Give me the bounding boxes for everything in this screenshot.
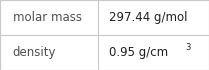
Text: density: density (13, 46, 56, 59)
Text: molar mass: molar mass (13, 11, 82, 24)
Text: 297.44 g/mol: 297.44 g/mol (109, 11, 187, 24)
Text: 0.95 g/cm: 0.95 g/cm (109, 46, 168, 59)
Text: 3: 3 (185, 43, 190, 52)
